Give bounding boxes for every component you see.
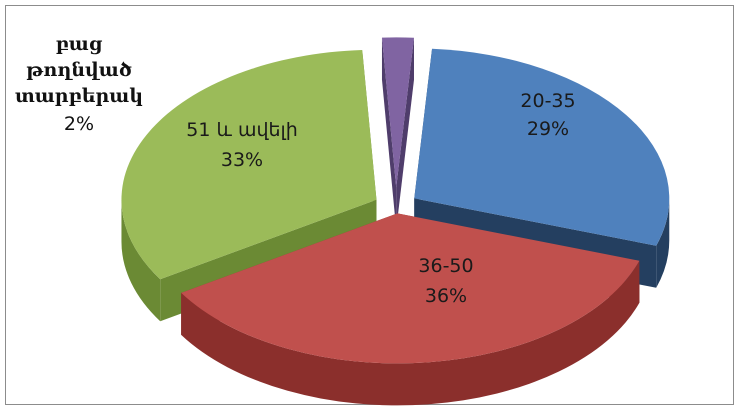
slice-label-0: 20-35 xyxy=(520,90,575,112)
slice-value-label-2: 33% xyxy=(221,149,263,171)
slice-value-label-0: 29% xyxy=(527,118,569,140)
slice-label-1: 36-50 xyxy=(418,255,473,277)
pie-slice-3 xyxy=(381,37,414,188)
slice-value-label-3: 2% xyxy=(64,113,94,135)
pie-slice-wall-3-0 xyxy=(381,37,397,230)
pie-chart: 20-35 29% 36-50 36% 51 և ավելի 33% բաց թողնված տ… xyxy=(15,33,670,406)
pie-slice-0 xyxy=(414,48,670,246)
pie-slice-1 xyxy=(181,213,640,364)
pie-slice-side-2 xyxy=(121,199,161,322)
pie-slice-side-0 xyxy=(656,198,670,288)
chart-frame: 20-35 29% 36-50 36% 51 և ավելի 33% բաց թողնված տ… xyxy=(5,5,734,406)
slice-label-2: 51 և ավելի xyxy=(186,119,297,141)
slice-label-3-line-0: բաց xyxy=(56,33,103,55)
pie-slice-side-1 xyxy=(181,260,640,406)
pie-slice-2 xyxy=(121,49,377,280)
slice-value-label-1: 36% xyxy=(425,285,467,307)
slice-label-3-line-1: թողնված xyxy=(26,59,132,81)
slice-label-3-line-2: տարբերակ xyxy=(15,85,143,107)
pie-slice-wall-3-1 xyxy=(396,37,414,230)
